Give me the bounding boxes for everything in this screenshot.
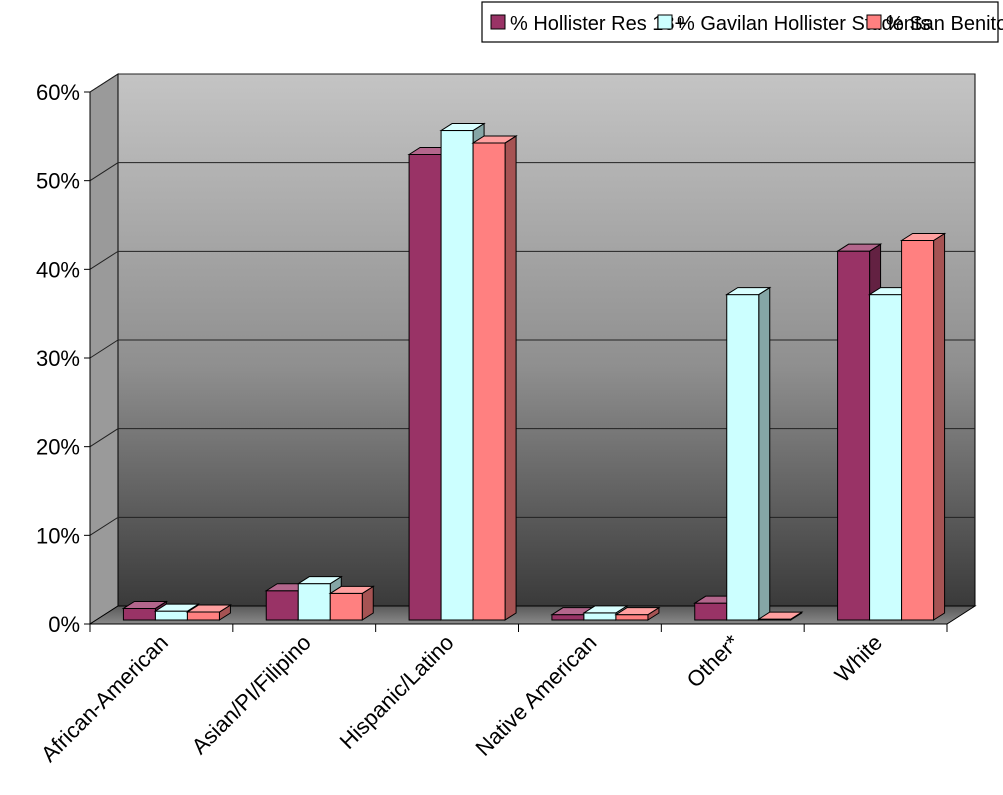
legend-swatch	[490, 14, 506, 30]
bar-gavilan-hollister-students-other	[725, 286, 772, 621]
bar-front	[297, 583, 331, 621]
legend: % Hollister Res 18+% Gavilan Hollister S…	[481, 1, 1003, 43]
bar-side	[933, 232, 946, 621]
legend-item-hollister-res-18: % Hollister Res 18+	[490, 13, 686, 35]
bar-top	[439, 123, 486, 132]
bar-front	[472, 142, 506, 621]
y-tick-label: 50%	[36, 169, 80, 194]
bar-top	[296, 576, 343, 585]
gridline	[89, 162, 975, 182]
bar-front	[869, 294, 903, 621]
bar-san-benito-high-seniors-hispanic-latino	[471, 135, 518, 621]
x-tick-label: Other*	[682, 630, 745, 693]
bar-front	[583, 612, 617, 621]
bar-top	[899, 233, 947, 242]
bar-front	[186, 611, 220, 621]
bar-top	[471, 135, 518, 144]
legend-swatch	[866, 14, 882, 30]
plot-area: 0% 10% 20% 30% 40% 50% 60% African-American Asia…	[36, 73, 977, 767]
bar-san-benito-high-seniors-asian-pi-filipino	[328, 585, 375, 621]
bar-top	[757, 611, 804, 620]
legend-label: % Hollister Res 18+	[510, 13, 686, 35]
bar-san-benito-high-seniors-white	[899, 232, 947, 621]
legend-label: % San Benito High Seniors	[886, 13, 1003, 35]
bar-front	[440, 130, 474, 621]
bar-front	[726, 294, 760, 621]
bar-top	[185, 604, 233, 613]
y-tick-label: 30%	[36, 346, 80, 371]
gridline	[89, 516, 975, 536]
bar-top	[153, 603, 201, 612]
bar-front	[837, 250, 871, 621]
gridline	[89, 250, 975, 270]
bar-top	[835, 243, 883, 252]
legend-item-san-benito-high-seniors: % San Benito High Seniors	[866, 13, 1003, 35]
gridline	[89, 73, 975, 93]
gridline	[89, 428, 975, 448]
x-tick-label: Hispanic/Latino	[335, 630, 459, 754]
bar-top	[121, 600, 169, 609]
y-tick-label: 40%	[36, 257, 80, 282]
x-tick-label: White	[830, 630, 887, 687]
bar-front	[265, 590, 299, 621]
y-tick-label: 10%	[36, 523, 80, 548]
bar-front	[551, 614, 585, 621]
bar-front	[615, 614, 649, 621]
x-tick-label: African-American	[36, 630, 173, 767]
bar-front	[122, 607, 156, 621]
y-tick-label: 20%	[36, 435, 80, 460]
x-tick-label: Asian/PI/Filipino	[187, 630, 316, 759]
bar-front	[694, 602, 728, 621]
bar-top	[328, 585, 375, 594]
bar-top	[582, 605, 629, 614]
bar-san-benito-high-seniors-african-american	[185, 604, 233, 621]
bar-hollister-res-18-african-american	[121, 600, 169, 621]
bar-san-benito-high-seniors-native-american	[614, 606, 661, 621]
bar-side	[758, 286, 771, 621]
bar-top	[614, 607, 661, 616]
bar-front	[154, 610, 188, 621]
legend-swatch	[657, 14, 673, 30]
bar-front	[329, 592, 363, 621]
y-tick-label: 60%	[36, 80, 80, 105]
bar-top	[725, 287, 772, 296]
y-tick-label: 0%	[48, 612, 80, 637]
bar-san-benito-high-seniors-other	[757, 611, 804, 621]
legend-box	[481, 1, 999, 43]
bar-front	[408, 154, 442, 621]
x-tick-label: Native American	[471, 630, 602, 761]
bar-side	[504, 135, 517, 621]
bar-front	[901, 240, 935, 621]
gridline	[89, 339, 975, 359]
